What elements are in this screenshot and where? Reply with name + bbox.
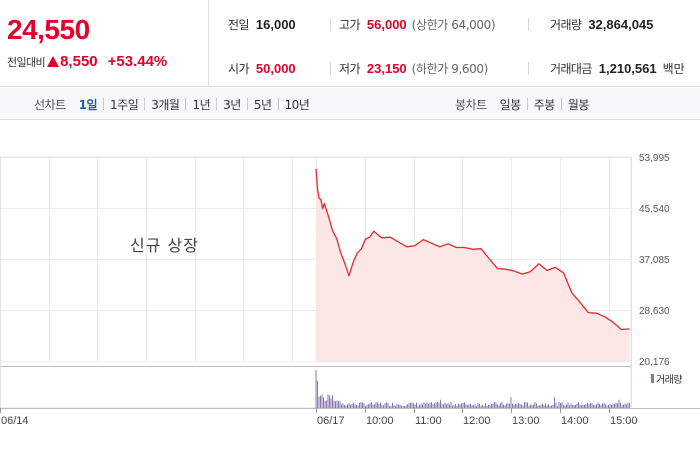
x-tick-label-7: 15:00 [610, 415, 638, 427]
divider [528, 18, 529, 31]
stat-label: 고가 [339, 18, 360, 32]
current-price-box: 24,550 전일대비 8,550 +53.44% [0, 0, 209, 87]
stat-value: 56,000 [366, 17, 407, 32]
volume-legend: 거래량 [651, 371, 682, 386]
x-tick-label-3: 11:00 [415, 415, 442, 427]
quote-summary: 24,550 전일대비 8,550 +53.44% 전일 16,000 고가 5… [0, 0, 700, 87]
x-tick-label-5: 13:00 [512, 415, 540, 427]
tab-divider [103, 98, 105, 110]
stat-volume: 거래량 32,864,045 [550, 16, 653, 33]
tab-divider [185, 98, 187, 110]
tab-divider [526, 98, 528, 110]
candle-tab-2[interactable]: 월봉 [567, 97, 590, 112]
x-tick-label-4: 12:00 [463, 415, 491, 427]
divider [330, 18, 331, 31]
new-listing-note: 신규 상장 [130, 236, 199, 255]
tab-divider [560, 98, 562, 110]
period-tabs: 선차트 1일 1주일 3개월 1년 3년 5년 10년 [34, 88, 310, 120]
candle-tabs: 봉차트 일봉 주봉 월봉 [455, 88, 589, 120]
upper-limit: (상한가 64,000) [411, 18, 496, 32]
x-tick-label-1: 06/17 [317, 415, 345, 427]
price-chart-svg: 53,995 45,540 37,085 28,630 20,176 06/14 06/17… [0, 153, 700, 427]
price-chart: 53,995 45,540 37,085 28,630 20,176 06/14 06/17… [0, 121, 700, 450]
stat-label: 전일 [228, 18, 249, 32]
stat-value: 32,864,045 [588, 17, 654, 32]
period-tab-3[interactable]: 1년 [192, 97, 211, 112]
period-tab-5[interactable]: 5년 [253, 97, 272, 112]
stat-label: 거래량 [550, 18, 582, 32]
candle-tab-1[interactable]: 주봉 [533, 97, 556, 112]
stat-low: 저가 23,150 (하한가 9,600) [339, 60, 488, 77]
stat-open: 시가 50,000 [228, 60, 296, 77]
divider [528, 62, 529, 75]
stat-label: 시가 [228, 62, 249, 76]
stat-label: 저가 [339, 62, 360, 76]
stat-value: 50,000 [255, 61, 296, 76]
volume-legend-label: 거래량 [656, 375, 682, 386]
x-tick-label-0: 06/14 [1, 415, 29, 427]
candle-tab-0[interactable]: 일봉 [499, 97, 522, 112]
y-tick-label-0: 53,995 [639, 153, 670, 164]
y-tick-label-1: 45,540 [639, 204, 670, 215]
stat-amount: 거래대금 1,210,561 백만 [550, 60, 685, 77]
lower-limit: (하한가 9,600) [411, 62, 489, 76]
price-line [315, 168, 630, 331]
stat-prev-close: 전일 16,000 [228, 16, 296, 33]
volume-legend-swatch [651, 374, 654, 383]
period-tab-4[interactable]: 3년 [223, 97, 241, 112]
stat-unit: 백만 [662, 62, 685, 76]
up-triangle-icon [47, 56, 60, 67]
tab-divider [277, 98, 279, 110]
change-label: 전일대비 [7, 55, 46, 69]
y-tick-label-3: 28,630 [639, 306, 670, 317]
candle-chart-title: 봉차트 [455, 97, 487, 112]
x-tick-label-2: 10:00 [366, 415, 394, 427]
stat-value: 16,000 [255, 17, 296, 32]
stat-high: 고가 56,000 (상한가 64,000) [339, 16, 496, 33]
change-rate: +53.44% [107, 53, 168, 70]
period-tab-2[interactable]: 3개월 [151, 97, 180, 112]
price-change-row: 전일대비 8,550 +53.44% [7, 53, 167, 70]
period-tab-1[interactable]: 1주일 [110, 97, 139, 112]
y-tick-label-2: 37,085 [639, 255, 670, 266]
period-tab-6[interactable]: 10년 [284, 97, 310, 112]
divider [330, 62, 331, 75]
tab-divider [144, 98, 146, 110]
stat-value: 23,150 [366, 61, 407, 76]
current-price: 24,550 [7, 14, 90, 45]
tab-divider [216, 98, 218, 110]
stat-value: 1,210,561 [598, 61, 657, 76]
stat-label: 거래대금 [550, 62, 592, 76]
x-tick-label-6: 14:00 [561, 415, 589, 427]
y-tick-label-4: 20,176 [639, 357, 670, 368]
price-area-fill [316, 169, 630, 361]
chart-tabs-bar: 선차트 1일 1주일 3개월 1년 3년 5년 10년 봉차트 일봉 주봉 월봉 [0, 88, 700, 120]
tab-divider [246, 98, 248, 110]
line-chart-title: 선차트 [34, 97, 66, 112]
change-value: 8,550 [60, 53, 98, 70]
period-tab-0[interactable]: 1일 [78, 97, 98, 112]
